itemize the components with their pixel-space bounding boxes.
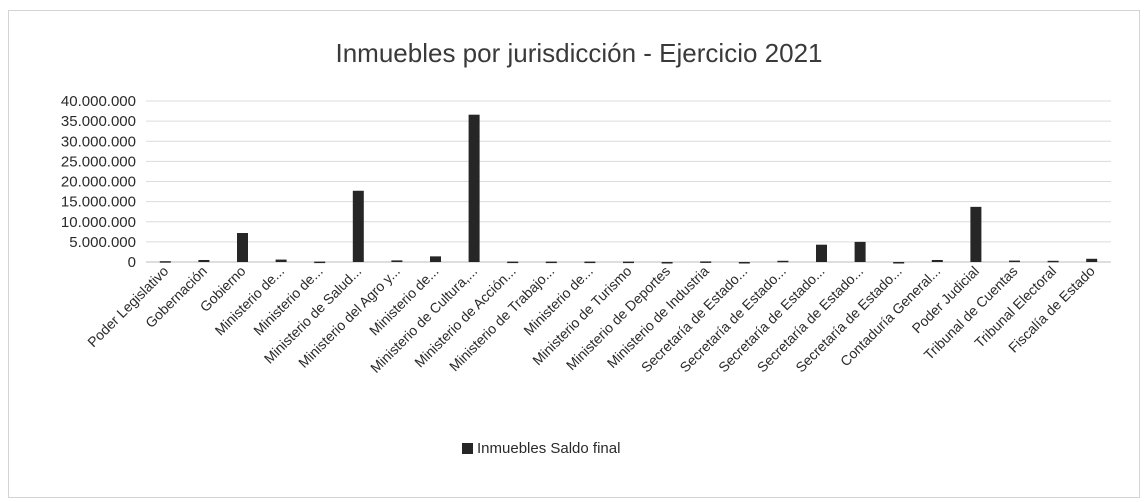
bar: [391, 260, 403, 262]
y-tick-label: 30.000.000: [61, 133, 136, 150]
bar: [314, 261, 326, 264]
bar: [275, 259, 287, 262]
bar: [854, 241, 866, 262]
bar: [931, 259, 943, 262]
y-tick-label: 0: [128, 254, 136, 271]
bar: [430, 256, 441, 262]
bar: [237, 233, 248, 262]
chart-title: Inmuebles por jurisdicción - Ejercicio 2…: [335, 38, 822, 68]
legend-label: Inmuebles Saldo final: [477, 440, 620, 457]
y-tick-label: 35.000.000: [61, 113, 136, 130]
bar: [1009, 260, 1020, 263]
grid-lines: [146, 100, 1111, 263]
bar: [738, 262, 750, 264]
x-axis-labels: Poder LegislativoGobernaciónGobiernoMini…: [84, 263, 1098, 376]
y-tick-label: 40.000.000: [61, 93, 136, 110]
y-axis-ticks: 0 5.000.000 10.000.000 15.000.000 20.000.000…: [61, 93, 136, 271]
bar: [700, 261, 712, 263]
bar: [777, 260, 789, 263]
legend: Inmuebles Saldo final: [462, 440, 620, 457]
bar: [970, 206, 982, 262]
bar: [507, 261, 519, 264]
bar: [159, 261, 171, 263]
y-tick-label: 20.000.000: [61, 174, 136, 191]
bar: [468, 114, 480, 262]
x-category-label: Poder Judicial: [909, 263, 982, 336]
chart-svg: Inmuebles por jurisdicción - Ejercicio 2…: [61, 38, 1111, 457]
bar: [545, 261, 557, 264]
chart-frame: Inmuebles por jurisdicción - Ejercicio 2…: [8, 10, 1140, 498]
bar: [1047, 260, 1059, 263]
legend-swatch: [462, 443, 473, 454]
y-tick-label: 15.000.000: [61, 194, 136, 211]
y-tick-label: 10.000.000: [61, 214, 136, 231]
y-tick-label: 25.000.000: [61, 153, 136, 170]
bar: [661, 262, 673, 264]
bar: [623, 261, 634, 264]
bar: [1086, 258, 1098, 262]
bar: [816, 244, 827, 262]
bar: [352, 190, 364, 262]
bars: [159, 114, 1098, 264]
bar: [198, 259, 210, 262]
bar: [584, 261, 596, 264]
y-tick-label: 5.000.000: [69, 234, 136, 251]
bar: [893, 262, 905, 264]
